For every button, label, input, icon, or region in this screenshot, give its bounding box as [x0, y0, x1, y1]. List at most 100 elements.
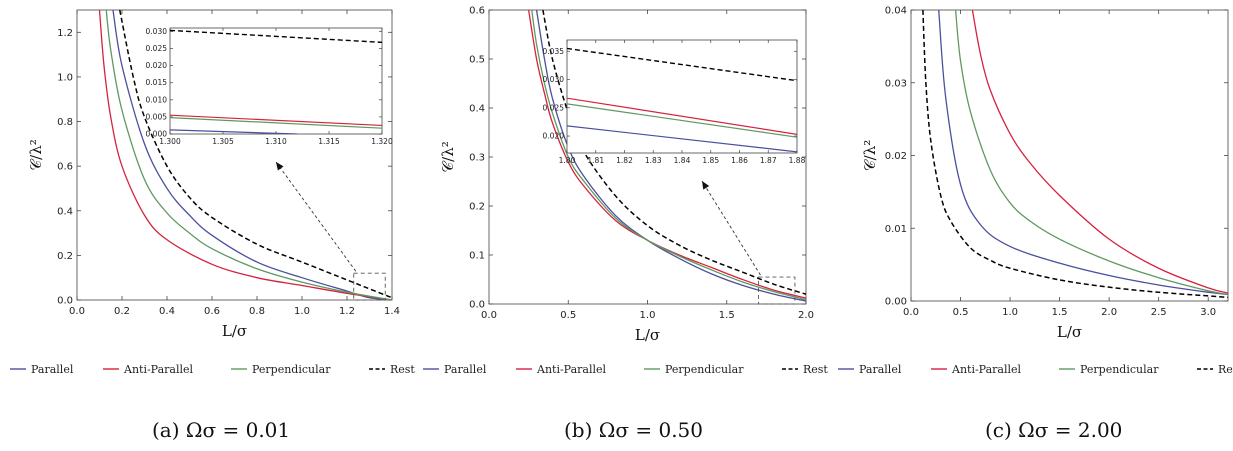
- panel-caption: (a) Ωσ = 0.01: [152, 418, 290, 442]
- y-tick-label: 0.3: [469, 153, 485, 164]
- y-tick-label: 0.1: [469, 251, 485, 262]
- chart-panel-0: 0.0 0.2 0.4 0.6 0.8 1.0 1.2 1.4 0.0 0.2 0.4 0.6 0.8 1…: [10, 9, 415, 442]
- legend-label: Anti-Parallel: [536, 363, 607, 376]
- legend-label: Rest: [390, 363, 415, 376]
- series-line-rest: [119, 10, 392, 299]
- inset-y-tick-label: 0.010: [146, 95, 168, 104]
- legend-item-rest: Rest: [782, 363, 828, 376]
- zoom-arrow-line: [701, 180, 761, 276]
- y-tick-label: 0.03: [885, 78, 907, 89]
- panel-caption: (c) Ωσ = 2.00: [985, 418, 1122, 442]
- plot-frame: [76, 9, 393, 301]
- legend-item-perpendicular: Perpendicular: [231, 363, 331, 376]
- x-tick-label: 0.0: [481, 310, 497, 321]
- inset-x-tick-label: 1.315: [318, 137, 340, 146]
- zoom-box: [758, 276, 796, 305]
- inset-series-line-anti-parallel: [567, 97, 797, 135]
- y-axis-label: 𝒞/λ²: [27, 139, 45, 171]
- inset-x-tick-label: 1.82: [616, 156, 633, 165]
- legend-label: Perpendicular: [1080, 363, 1159, 376]
- legend-item-anti-parallel: Anti-Parallel: [103, 363, 194, 376]
- legend-label: Parallel: [31, 363, 74, 376]
- y-tick-label: 0.6: [57, 162, 73, 173]
- zoom-arrow-head: [276, 162, 284, 171]
- x-tick-label: 0.5: [560, 310, 576, 321]
- x-tick-label: 0.6: [204, 306, 220, 317]
- y-tick-label: 0.2: [57, 251, 73, 262]
- inset-y-tick-label: 0.025: [543, 103, 565, 112]
- series-line-anti-parallel: [527, 10, 806, 299]
- legend-label: Parallel: [859, 363, 902, 376]
- x-tick-label: 0.0: [69, 306, 85, 317]
- x-tick-label: 0.0: [903, 307, 919, 318]
- plot-frame: [910, 9, 1229, 302]
- legend-label: Perpendicular: [252, 363, 331, 376]
- inset-x-tick-label: 1.81: [587, 156, 604, 165]
- legend-item-rest: Rest: [1197, 363, 1233, 376]
- legend-label: Rest: [1218, 363, 1233, 376]
- x-tick-label: 2.0: [1101, 307, 1117, 318]
- legend-label: Parallel: [444, 363, 487, 376]
- inset-x-tick-label: 1.310: [265, 137, 287, 146]
- x-tick-label: 0.5: [953, 307, 969, 318]
- y-tick-label: 0.00: [885, 297, 907, 308]
- legend-item-perpendicular: Perpendicular: [1059, 363, 1159, 376]
- x-axis-label: L/σ: [1057, 323, 1082, 341]
- x-tick-label: 1.0: [1002, 307, 1018, 318]
- inset-series-line-parallel: [170, 129, 298, 134]
- inset-y-tick-label: 0.030: [146, 27, 168, 36]
- series-line-perpendicular: [105, 10, 392, 300]
- inset-series-line-anti-parallel: [170, 114, 382, 127]
- legend-item-parallel: Parallel: [423, 363, 487, 376]
- y-tick-label: 1.0: [57, 72, 73, 83]
- x-tick-label: 0.4: [159, 306, 175, 317]
- inset-y-tick-label: 0.000: [146, 130, 168, 139]
- inset-y-tick-label: 0.020: [146, 61, 168, 70]
- inset-y-tick-label: 0.015: [146, 78, 168, 87]
- zoom-arrow-head: [702, 181, 710, 190]
- series-line-rest: [542, 10, 806, 295]
- x-tick-label: 1.4: [384, 306, 400, 317]
- x-tick-label: 0.8: [249, 306, 265, 317]
- x-axis-label: L/σ: [635, 326, 660, 344]
- x-tick-label: 3.0: [1200, 307, 1216, 318]
- legend-item-rest: Rest: [369, 363, 415, 376]
- y-tick-label: 0.5: [469, 55, 485, 66]
- x-tick-label: 0.2: [114, 306, 130, 317]
- y-tick-label: 1.2: [57, 28, 73, 39]
- series-line-anti-parallel: [98, 10, 392, 300]
- inset-y-tick-label: 0.035: [543, 47, 565, 56]
- series-line-parallel: [535, 10, 806, 302]
- y-tick-label: 0.8: [57, 117, 73, 128]
- series-line-anti-parallel: [971, 10, 1228, 294]
- inset-series-line-rest: [567, 47, 797, 82]
- inset-y-tick-label: 0.025: [146, 44, 168, 53]
- inset-frame: [566, 39, 798, 154]
- x-axis-label: L/σ: [222, 322, 247, 340]
- y-tick-label: 0.04: [885, 6, 907, 17]
- y-tick-label: 0.0: [57, 296, 73, 307]
- legend-label: Perpendicular: [665, 363, 744, 376]
- x-tick-label: 1.5: [1052, 307, 1068, 318]
- inset-y-tick-label: 0.020: [543, 132, 565, 141]
- legend-item-perpendicular: Perpendicular: [644, 363, 744, 376]
- chart-panel-1: 0.0 0.5 1.0 1.5 2.0 0.0 0.1 0.2 0.3 0.4 0.5 0.6 L/σ 𝒞…: [423, 6, 828, 442]
- inset-series-line-parallel: [567, 125, 797, 153]
- series-line-rest: [922, 10, 1228, 299]
- y-axis-label: 𝒞/λ²: [439, 141, 457, 173]
- x-tick-label: 2.5: [1151, 307, 1167, 318]
- zoom-arrow-line: [275, 161, 357, 272]
- inset-x-tick-label: 1.83: [645, 156, 662, 165]
- y-tick-label: 0.0: [469, 300, 485, 311]
- series-line-parallel: [938, 10, 1228, 296]
- inset-x-tick-label: 1.87: [760, 156, 777, 165]
- inset-panel: 1.80 1.81 1.82 1.83 1.84 1.85 1.86 1.87 1.88 0.02…: [543, 39, 806, 165]
- series-line-perpendicular: [954, 10, 1228, 296]
- legend-item-parallel: Parallel: [10, 363, 74, 376]
- y-tick-label: 0.4: [469, 104, 485, 115]
- inset-x-tick-label: 1.80: [559, 156, 576, 165]
- inset-panel: 1.300 1.305 1.310 1.315 1.320 0.000 0.005 0.010…: [146, 27, 393, 146]
- series-line-perpendicular: [531, 10, 806, 301]
- inset-x-tick-label: 1.86: [731, 156, 748, 165]
- y-tick-label: 0.02: [885, 151, 907, 162]
